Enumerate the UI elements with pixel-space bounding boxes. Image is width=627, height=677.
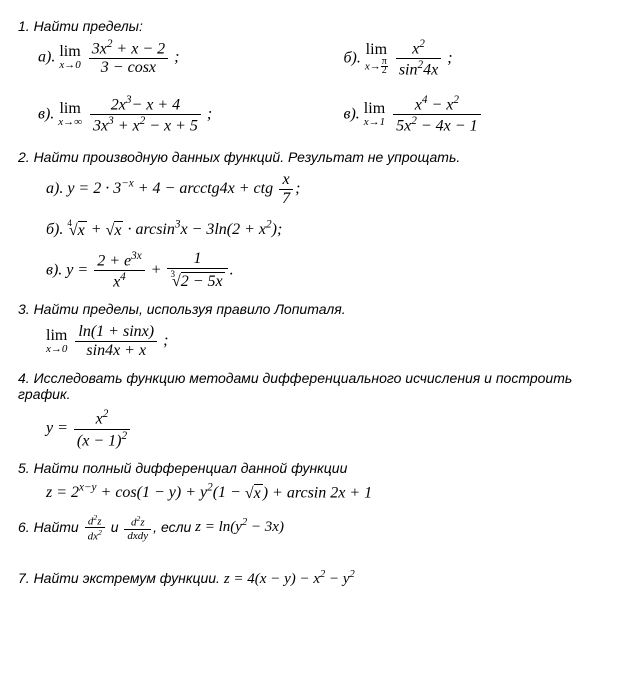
task1-v1: в). lim x→∞ 2x3− x + 4 3x3 + x2 − x + 5 … [38, 94, 304, 136]
label-b: б). [46, 221, 63, 238]
numerator: 3x2 + x − 2 [89, 38, 168, 59]
denominator: (x − 1)2 [74, 430, 130, 450]
task2-b: б). 4x + x · arcsin3x − 3ln(2 + x2); [46, 218, 609, 239]
fraction: x 7 [279, 171, 293, 208]
tail: ; [207, 105, 212, 122]
root: x [69, 222, 87, 240]
task3-expr: lim x→0 ln(1 + sinx) sin4x + x ; [46, 323, 609, 360]
root: x [245, 485, 263, 503]
task4-heading: 4. Исследовать функцию методами дифферен… [18, 370, 609, 402]
numerator: 2 + e3x [94, 250, 144, 271]
denominator: dxdy [124, 530, 151, 542]
tail: ; [163, 332, 168, 349]
task2-v: в). y = 2 + e3x x4 + 1 32 − 5x . [46, 250, 609, 292]
task1-row1: а). lim x→0 3x2 + x − 2 3 − cosx ; б). l… [38, 38, 609, 80]
task7-heading: 7. Найти экстремум функции. z = 4(x − y)… [18, 569, 609, 588]
fraction: 1 32 − 5x [167, 250, 227, 290]
fraction: 3x2 + x − 2 3 − cosx [89, 38, 168, 77]
numerator: 2x3− x + 4 [90, 94, 201, 115]
label-v: в). [38, 105, 54, 122]
task7-expr: z = 4(x − y) − x2 − y2 [224, 571, 355, 587]
limit: lim x→1 [364, 101, 385, 128]
limit-approach: x→π2 [365, 58, 388, 76]
tail: ; [174, 48, 179, 65]
task1-b: б). lim x→π2 x2 sin24x ; [344, 38, 610, 80]
lhs: y = [46, 420, 72, 437]
expr-pre: z = 2x−y + cos(1 − y) + y2(1 − [46, 484, 245, 501]
task2-a: а). y = 2 · 3−x + 4 − arcctg4x + ctg x 7… [46, 171, 609, 208]
heading-pre: 6. Найти [18, 518, 83, 534]
heading-text: 7. Найти экстремум функции. [18, 570, 224, 586]
fraction: 2x3− x + 4 3x3 + x2 − x + 5 [90, 94, 201, 136]
denominator: x4 [94, 271, 144, 291]
limit-approach: x→0 [59, 60, 80, 71]
denominator: 5x2 − 4x − 1 [393, 115, 480, 135]
task4-expr: y = x2 (x − 1)2 [46, 408, 609, 450]
task1-row2: в). lim x→∞ 2x3− x + 4 3x3 + x2 − x + 5 … [38, 94, 609, 136]
label-v: в). [344, 105, 360, 122]
label-b: б). [344, 50, 361, 67]
numerator: ln(1 + sinx) [75, 323, 157, 342]
label-a: а). [46, 180, 63, 197]
limit: lim x→0 [46, 328, 67, 355]
label-v: в). [46, 261, 62, 278]
task1-a: а). lim x→0 3x2 + x − 2 3 − cosx ; [38, 38, 304, 80]
limit: lim x→∞ [58, 101, 82, 128]
task5-expr: z = 2x−y + cos(1 − y) + y2(1 − x) + arcs… [46, 482, 609, 503]
limit-approach: x→0 [46, 344, 67, 355]
denominator: 3x3 + x2 − x + 5 [90, 115, 201, 135]
plus: + [91, 221, 106, 238]
task1-v2: в). lim x→1 x4 − x2 5x2 − 4x − 1 [344, 94, 610, 136]
denominator: sin4x + x [75, 342, 157, 360]
limit-approach: x→1 [364, 117, 385, 128]
denominator: 3 − cosx [89, 59, 168, 77]
label-a: а). [38, 48, 55, 65]
tail: . [230, 261, 234, 278]
root: x [106, 222, 124, 240]
root: 2 − 5x [172, 273, 225, 291]
expr-post: ) + arcsin 2x + 1 [263, 484, 372, 501]
denominator: 32 − 5x [167, 269, 227, 290]
task3-heading: 3. Найти пределы, используя правило Лопи… [18, 301, 609, 317]
task1-heading: 1. Найти пределы: [18, 18, 609, 34]
expr: y = 2 · 3−x + 4 − arcctg4x + ctg [67, 180, 273, 197]
fraction: ln(1 + sinx) sin4x + x [75, 323, 157, 360]
and: и [111, 518, 123, 534]
numerator: x2 [74, 408, 130, 429]
tail: ; [295, 180, 300, 197]
task5-heading: 5. Найти полный дифференциал данной функ… [18, 460, 609, 476]
partial-dxdy: d2z dxdy [124, 514, 151, 542]
numerator: x2 [396, 38, 441, 59]
numerator: d2z [85, 513, 105, 529]
numerator: x [279, 171, 293, 190]
fraction: x2 (x − 1)2 [74, 408, 130, 450]
partial-dx2: d2z dx2 [85, 513, 105, 543]
task6-heading: 6. Найти d2z dx2 и d2z dxdy , если z = l… [18, 513, 609, 543]
fraction: 2 + e3x x4 [94, 250, 144, 292]
denominator: dx2 [85, 528, 105, 543]
rest: · arcsin3x − 3ln(2 + x2); [127, 221, 282, 238]
tail: ; [447, 50, 452, 67]
task2-heading: 2. Найти производную данных функций. Рез… [18, 149, 609, 165]
numerator: 1 [167, 250, 227, 269]
heading-post: , если [153, 518, 195, 534]
plus: + [151, 261, 166, 278]
numerator: x4 − x2 [393, 94, 480, 115]
limit-approach: x→∞ [58, 117, 82, 128]
fraction: x2 sin24x [396, 38, 441, 80]
denominator: sin24x [396, 59, 441, 79]
numerator: d2z [124, 514, 151, 530]
lhs: y = [66, 261, 92, 278]
z-def: z = ln(y2 − 3x) [195, 519, 284, 535]
denominator: 7 [279, 190, 293, 208]
limit: lim x→0 [59, 44, 80, 71]
limit: lim x→π2 [365, 42, 388, 76]
fraction: x4 − x2 5x2 − 4x − 1 [393, 94, 480, 136]
